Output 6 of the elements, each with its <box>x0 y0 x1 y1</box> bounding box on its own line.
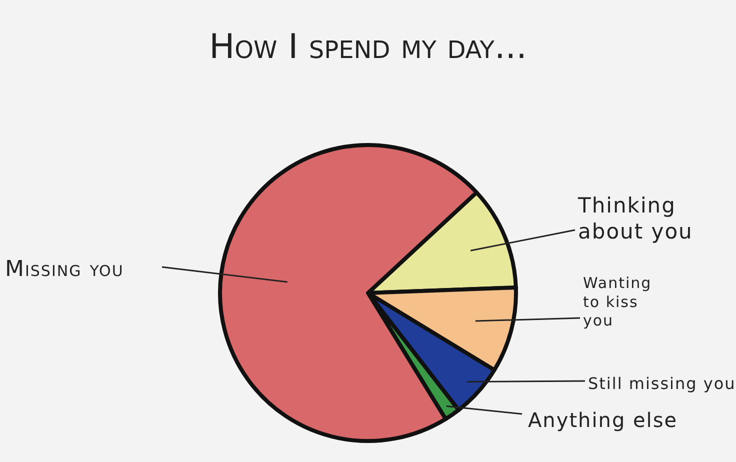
slice-label: Still missing you <box>588 374 736 393</box>
slice-label: Missing you <box>5 257 124 282</box>
slice-label: Wanting to kiss you <box>583 274 652 330</box>
chart-title: How I spend my day... <box>209 27 527 67</box>
slice-label: Thinking about you <box>577 193 693 244</box>
slice-label: Anything else <box>528 408 678 432</box>
